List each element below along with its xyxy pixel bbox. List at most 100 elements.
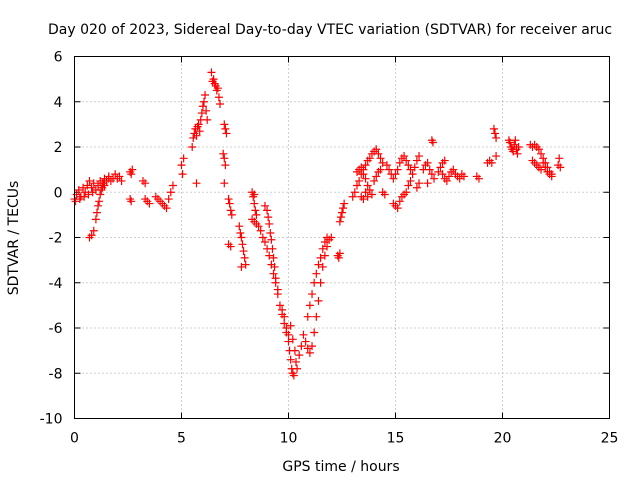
data-point [269,269,278,278]
data-point [305,348,314,357]
chart-title: Day 020 of 2023, Sidereal Day-to-day VTE… [48,22,612,38]
y-tick-label: 0 [54,185,63,201]
data-point [541,163,550,172]
data-point [505,138,514,147]
data-point [85,176,94,185]
data-point [428,138,437,147]
data-point [335,217,344,226]
data-point [303,344,312,353]
data-point [510,140,519,149]
data-point [278,305,287,314]
data-point [250,190,259,199]
data-point [408,170,417,179]
y-tick-label: -8 [49,366,63,382]
data-point [415,152,424,161]
data-point [376,154,385,163]
data-point [271,274,280,283]
data-point [357,163,366,172]
data-point [555,154,564,163]
data-point [268,244,277,253]
data-point [192,179,201,188]
data-point [323,233,332,242]
y-tick-labels: -10 -8 -6 -4 -2 0 2 4 6 [40,50,63,428]
data-point [214,93,223,102]
data-point [314,260,323,269]
data-points [70,68,565,380]
data-point [213,84,222,93]
data-point [250,199,259,208]
data-point [199,97,208,106]
data-point [402,188,411,197]
data-point [141,179,150,188]
data-point [260,238,269,247]
data-point [455,174,464,183]
data-point [310,278,319,287]
data-point [220,120,229,129]
data-point [335,249,344,258]
data-point [284,330,293,339]
data-point [236,228,245,237]
data-point [286,355,295,364]
data-point [237,262,246,271]
y-axis-label: SDTVAR / TECUs [6,181,22,296]
data-point [220,179,229,188]
data-point [361,174,370,183]
data-point [318,244,327,253]
data-point [145,199,154,208]
data-point [352,181,361,190]
data-point [436,163,445,172]
data-point [290,346,299,355]
data-point [178,170,187,179]
data-point [316,253,325,262]
data-point [87,231,96,240]
data-point [393,165,402,174]
data-point [72,190,81,199]
data-point [440,156,449,165]
data-point [357,192,366,201]
grid [74,56,610,419]
data-point [198,102,207,111]
data-point [389,174,398,183]
data-point [423,158,432,167]
data-point [128,165,137,174]
data-point [378,158,387,167]
data-point [365,185,374,194]
data-point [256,226,265,235]
data-point [177,161,186,170]
data-point [254,222,263,231]
data-point [95,197,104,206]
data-point [127,170,136,179]
data-point [220,154,229,163]
data-point [91,215,100,224]
data-point [166,188,175,197]
data-point [385,165,394,174]
data-point [75,195,84,204]
data-point [293,364,302,373]
data-point [266,228,275,237]
data-point [406,165,415,174]
data-point [225,199,234,208]
data-point [406,176,415,185]
data-point [359,170,368,179]
data-point [376,165,385,174]
data-point [372,172,381,181]
data-point [487,158,496,167]
data-point [514,143,523,151]
data-point [363,181,372,190]
data-point [425,165,434,174]
data-point [267,235,276,244]
data-point [297,342,306,351]
data-point [92,208,101,217]
y-tick-label: -10 [40,412,63,428]
data-point [427,170,436,179]
data-point [79,183,88,192]
data-point [312,269,321,278]
data-point [263,206,272,215]
data-point [374,149,383,158]
data-point [395,158,404,167]
data-point [474,174,483,183]
data-point [89,226,98,235]
data-point [449,165,458,174]
y-tick-label: 4 [54,95,63,111]
data-point [209,75,218,84]
